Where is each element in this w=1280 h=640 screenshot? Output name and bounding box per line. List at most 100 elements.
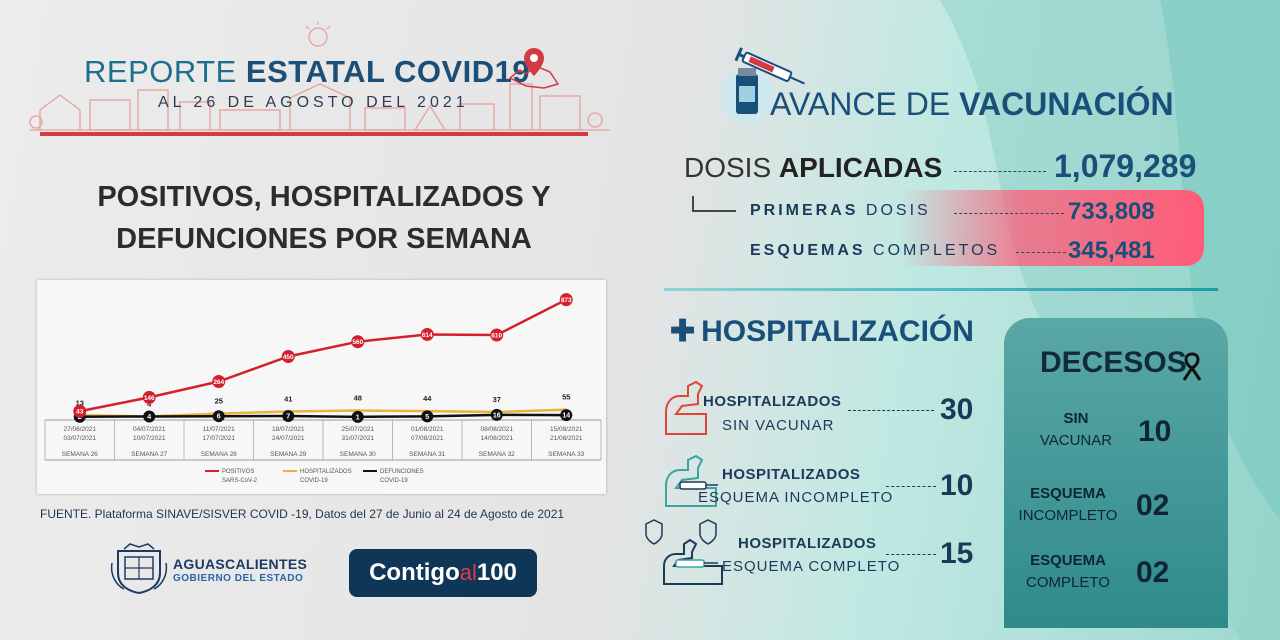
- location-pin-icon: [508, 48, 560, 89]
- mourning-ribbon-icon: [1182, 352, 1202, 381]
- deaths-row-1-label: SIN VACUNAR: [1039, 410, 1113, 449]
- header-underline: [40, 132, 588, 136]
- category-range-start: 04/07/2021: [133, 426, 166, 433]
- point-defunciones: [490, 408, 503, 421]
- chart-section-title: POSITIVOS, HOSPITALIZADOS Y DEFUNCIONES …: [64, 176, 584, 260]
- vaccine-syringe-icon: [721, 47, 805, 123]
- category-range-end: 21/08/2021: [550, 435, 583, 442]
- leader-line: [954, 171, 1046, 172]
- arm-icon: [665, 380, 707, 435]
- category-range-start: 01/08/2021: [411, 426, 444, 433]
- first-doses-value: 733,808: [1068, 198, 1155, 225]
- deaths-row-2-value: 02: [1136, 489, 1170, 522]
- category-range-end: 03/07/2021: [63, 435, 96, 442]
- data-label-defunciones: 7: [286, 414, 290, 421]
- doses-highlight-bar: [900, 190, 1204, 266]
- point-defunciones: [212, 410, 225, 423]
- point-defunciones: [143, 410, 156, 423]
- category-range-start: 08/08/2021: [480, 426, 513, 433]
- applied-doses-label: DOSIS APLICADAS: [684, 152, 943, 183]
- hosp-row-3-value: 15: [940, 537, 974, 570]
- deaths-row-3-value: 02: [1136, 556, 1170, 589]
- category-range-end: 10/07/2021: [133, 435, 166, 442]
- chart-title-line2: DEFUNCIONES POR SEMANA: [116, 223, 532, 255]
- data-label-hospitalizados: 55: [562, 393, 570, 402]
- category-week-label: SEMANA 27: [131, 451, 168, 458]
- point-positivos: [281, 350, 295, 363]
- report-title: REPORTE ESTATAL COVID19: [84, 54, 531, 89]
- data-label-positivos: 264: [213, 379, 224, 386]
- state-government: GOBIERNO DEL ESTADO: [173, 573, 304, 584]
- data-label-defunciones: 6: [217, 414, 221, 421]
- point-defunciones: [282, 410, 295, 423]
- data-label-hospitalizados: 41: [284, 394, 292, 403]
- data-label-hospitalizados: 13: [76, 398, 84, 407]
- weekly-chart: 27/06/2021 03/07/2021 SEMANA 26 04/07/2021 1…: [37, 280, 606, 494]
- category-range-start: 11/07/2021: [203, 426, 235, 433]
- hosp-row-3-sublabel: ESQUEMA COMPLETO: [722, 558, 901, 575]
- data-label-hospitalizados: 4: [147, 399, 152, 408]
- hosp-row-2-label: HOSPITALIZADOS: [722, 466, 861, 483]
- legend-label: POSITIVOS: [222, 469, 254, 475]
- point-positivos: [73, 404, 87, 418]
- data-label-positivos: 146: [144, 395, 155, 402]
- hosp-row-2-sublabel: ESQUEMA INCOMPLETO: [698, 489, 894, 506]
- plus-icon: ✚: [670, 315, 696, 348]
- data-label-defunciones: 2: [78, 414, 82, 421]
- data-label-positivos: 873: [561, 297, 572, 304]
- data-label-positivos: 43: [76, 409, 84, 416]
- category-week-label: SEMANA 30: [340, 451, 377, 458]
- first-doses-label: PRIMERAS DOSIS: [750, 202, 931, 219]
- category-range-end: 17/07/2021: [202, 435, 235, 442]
- category-week-label: SEMANA 31: [409, 451, 446, 458]
- category-week-label: SEMANA 26: [62, 451, 99, 458]
- point-positivos: [212, 375, 226, 389]
- deaths-row-1-value: 10: [1138, 415, 1172, 448]
- data-label-positivos: 560: [352, 339, 363, 346]
- category-range-start: 25/07/2021: [341, 426, 374, 433]
- legend-label-sub: COVID-19: [300, 478, 328, 484]
- arm-vaccine-icon: [665, 454, 718, 507]
- data-source: FUENTE. Plataforma SINAVE/SISVER COVID -…: [40, 507, 565, 521]
- contigo-al-100-logo: Contigoal100: [349, 549, 537, 597]
- hosp-row-3-label: HOSPITALIZADOS: [738, 535, 877, 552]
- complete-schemes-label: ESQUEMAS COMPLETOS: [750, 242, 1001, 259]
- point-positivos: [142, 390, 156, 404]
- hosp-row-1-label: HOSPITALIZADOS: [703, 393, 842, 410]
- state-name: AGUASCALIENTES: [173, 556, 308, 572]
- chart-title-line1: POSITIVOS, HOSPITALIZADOS Y: [97, 181, 551, 213]
- point-positivos: [351, 335, 365, 349]
- city-skyline-illustration: [29, 22, 610, 131]
- leader-line: [886, 486, 936, 487]
- series-line-defunciones: [79, 413, 567, 419]
- report-date: AL 26 DE AGOSTO DEL 2021: [158, 94, 469, 111]
- data-label-defunciones: 5: [425, 414, 429, 421]
- data-label-defunciones: 4: [147, 414, 151, 421]
- category-range-start: 15/08/2021: [550, 426, 583, 433]
- category-week-label: SEMANA 28: [201, 451, 238, 458]
- category-week-label: SEMANA 32: [479, 451, 516, 458]
- point-defunciones: [421, 410, 434, 423]
- hospitalization-title: ✚ HOSPITALIZACIÓN: [670, 315, 974, 348]
- leader-line: [848, 410, 934, 411]
- legend-label: DEFUNCIONES: [380, 469, 424, 475]
- weekly-chart-svg: 27/06/2021 03/07/2021 SEMANA 26 04/07/2021 1…: [44, 293, 602, 484]
- aguascalientes-coat-of-arms-icon: [110, 543, 168, 595]
- leader-line: [886, 554, 936, 555]
- deaths-row-3-label: ESQUEMA COMPLETO: [1026, 552, 1110, 591]
- data-label-hospitalizados: 48: [354, 394, 362, 403]
- legend-label-sub: SARS-CoV-2: [222, 478, 258, 484]
- arm-vaccines-shield-icon: [645, 519, 723, 585]
- hosp-row-1-value: 30: [940, 393, 974, 426]
- category-week-label: SEMANA 29: [270, 451, 307, 458]
- deaths-row-2-label: ESQUEMA INCOMPLETO: [1018, 485, 1118, 524]
- leader-line: [1016, 252, 1066, 253]
- point-defunciones: [560, 409, 573, 422]
- hosp-row-1-sublabel: SIN VACUNAR: [722, 417, 835, 434]
- category-range-start: 27/06/2021: [63, 426, 96, 433]
- section-divider: [664, 288, 1218, 291]
- category-range-end: 07/08/2021: [411, 435, 444, 442]
- category-range-end: 24/07/2021: [272, 435, 305, 442]
- data-label-hospitalizados: 37: [493, 395, 501, 404]
- series-line-positivos: [79, 298, 567, 413]
